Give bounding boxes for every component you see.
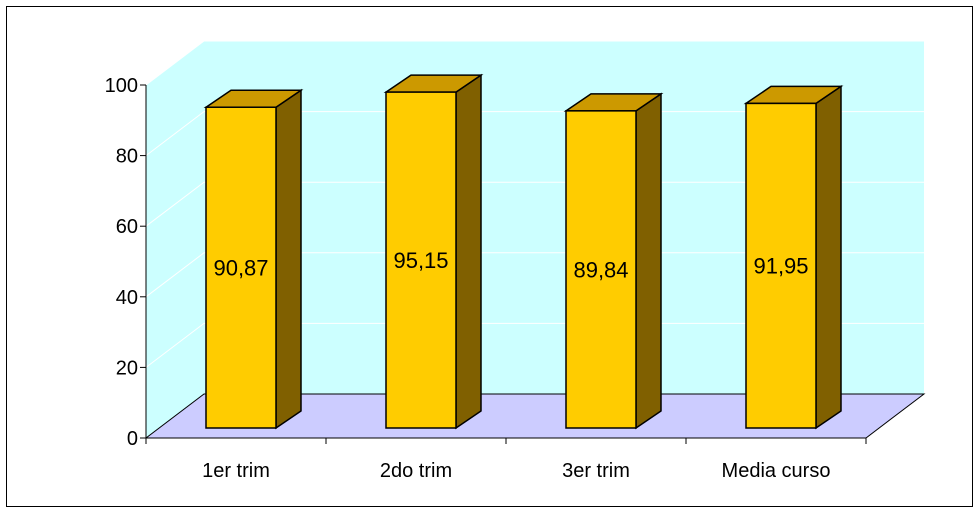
bar-front [205,106,277,429]
y-tick-label: 20 [116,357,138,379]
gridline [145,40,924,86]
gridlines [145,40,924,368]
bar-front [565,110,637,429]
bar-side [275,88,302,430]
bar [563,92,664,430]
y-tick-label: 0 [127,428,138,450]
bar [743,84,844,430]
x-tick-label: 2do trim [380,460,452,482]
gridline [145,322,924,368]
bar-front [745,102,817,429]
bar [383,73,484,430]
chart-walls [144,41,926,439]
x-tick-label: Media curso [722,460,831,482]
data-labels: 90,87 95,15 89,84 91,95 [213,248,808,282]
back-wall [204,41,924,394]
bar-value-label: 90,87 [213,256,268,281]
y-tick-label: 60 [116,216,138,238]
gridline [145,181,924,227]
bars [203,73,844,430]
bar-value-label: 95,15 [393,248,448,273]
y-tick-label: 40 [116,287,138,309]
gridline [145,111,924,156]
x-tick-label: 1er trim [202,460,270,482]
x-tick-label: 3er trim [562,460,630,482]
bar-side [635,92,662,430]
y-tick-label: 100 [105,75,138,97]
y-axis-ticks: 0 20 40 60 80 100 [105,75,146,450]
x-axis-ticks: 1er trim 2do trim 3er trim Media curso [145,438,867,482]
bar-side [815,84,842,430]
bar-value-label: 89,84 [573,257,628,282]
gridline [145,252,924,298]
bar [203,88,304,430]
bar-side [455,73,482,430]
bar-front [385,91,457,429]
side-wall [146,41,204,438]
y-tick-label: 80 [116,146,138,168]
bar-value-label: 91,95 [753,254,808,279]
